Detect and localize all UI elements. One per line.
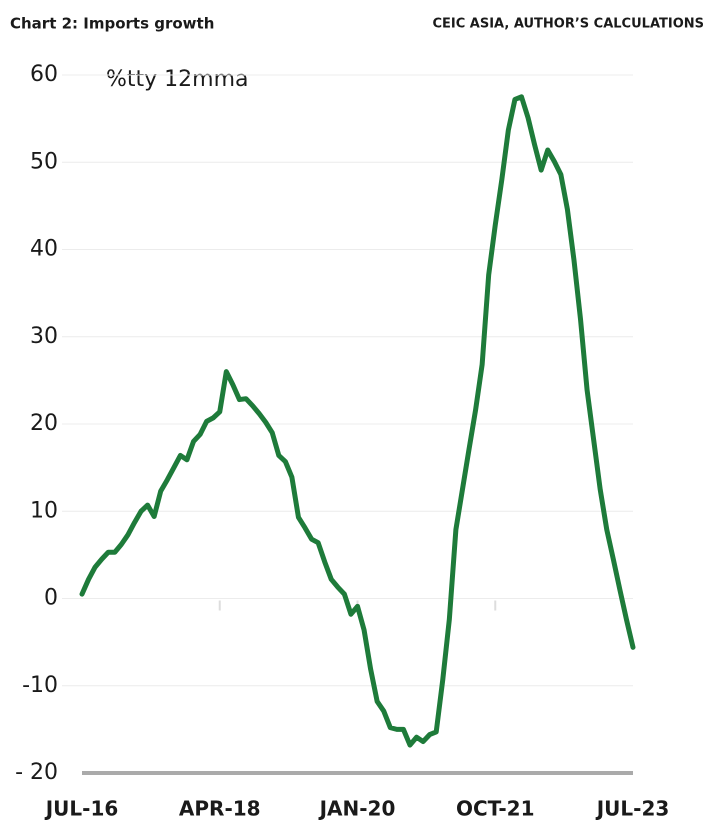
- y-tick-label: - 20: [15, 760, 58, 785]
- data-line: [79, 94, 636, 748]
- y-tick-label: 40: [30, 237, 58, 262]
- y-tick-label: 0: [44, 586, 58, 611]
- x-tick-label: JUL-16: [44, 797, 119, 821]
- source: CEIC ASIA, AUTHOR’S CALCULATIONS: [432, 17, 704, 32]
- y-tick-label: -10: [22, 673, 58, 698]
- annotation: %tty 12mma: [106, 67, 249, 92]
- x-tick-label: APR-18: [179, 797, 261, 821]
- y-tick-label: 50: [30, 149, 58, 174]
- y-tick-label: 10: [30, 498, 58, 523]
- y-tick-label: 20: [30, 411, 58, 436]
- x-tick-label: JUL-23: [595, 797, 670, 821]
- x-tick-label: JAN-20: [318, 797, 396, 821]
- x-tick-label: OCT-21: [456, 797, 535, 821]
- chart-title: Chart 2: Imports growth: [10, 15, 214, 33]
- y-tick-label: 30: [30, 324, 58, 349]
- y-tick-label: 60: [30, 62, 58, 87]
